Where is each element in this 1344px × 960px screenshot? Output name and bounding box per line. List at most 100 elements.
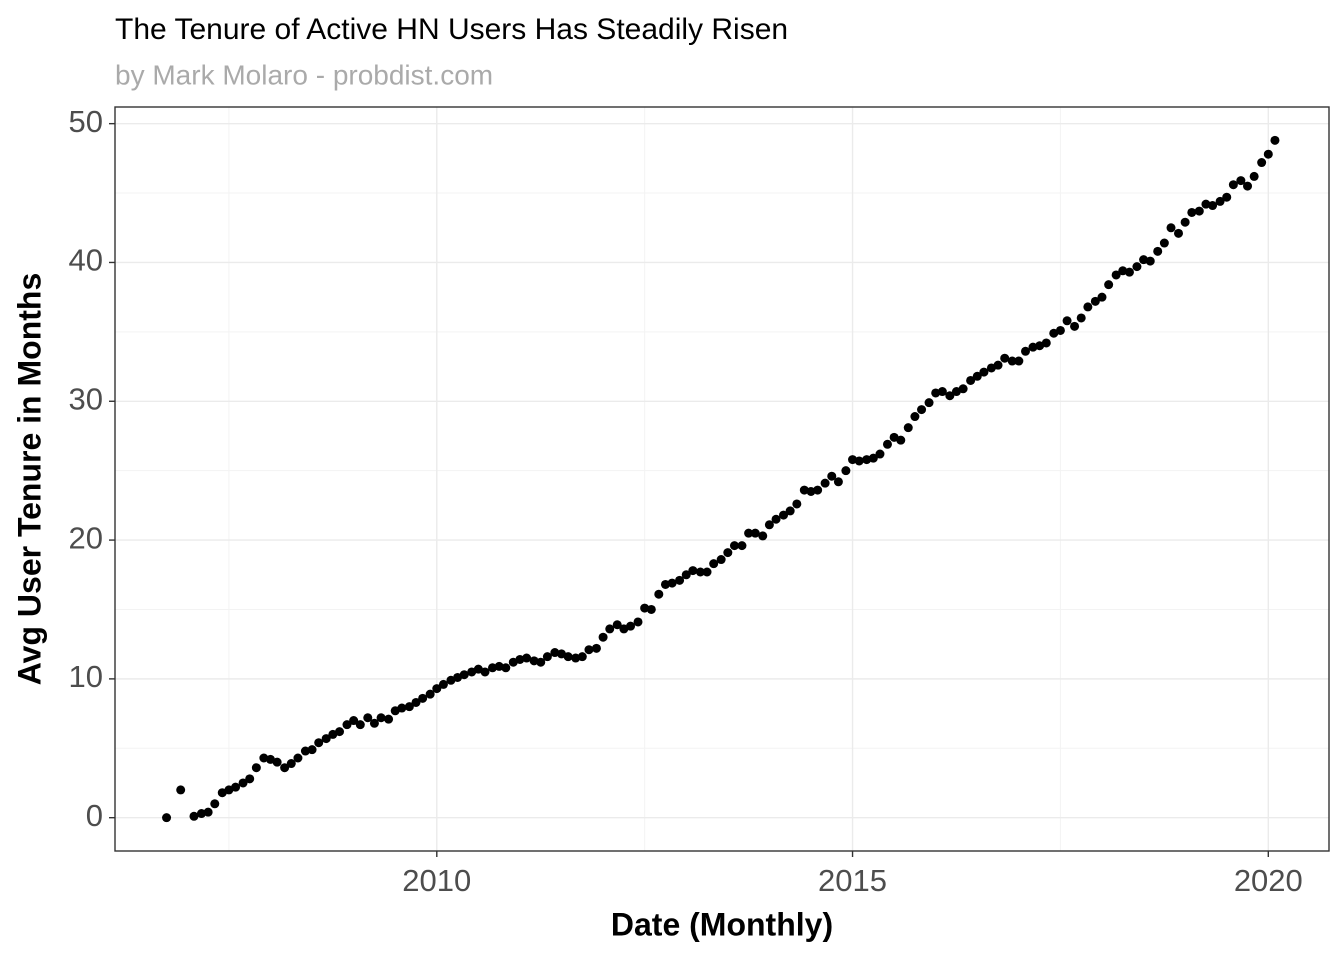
point (917, 405, 927, 415)
point (1249, 171, 1259, 181)
point (993, 360, 1003, 370)
point (924, 398, 934, 408)
point (1173, 228, 1183, 238)
point (1062, 316, 1072, 326)
y-tick-label: 10 (69, 659, 103, 694)
point (231, 782, 241, 792)
point (833, 477, 843, 487)
point (750, 528, 760, 538)
point (827, 471, 837, 481)
point (307, 745, 317, 755)
point (675, 575, 685, 585)
point (779, 510, 789, 520)
point (626, 621, 636, 631)
point (1194, 206, 1204, 216)
point (758, 531, 768, 541)
point (542, 652, 552, 662)
y-tick-label: 0 (86, 798, 103, 833)
point (522, 653, 532, 663)
point (432, 684, 442, 694)
point (792, 499, 802, 509)
point (688, 566, 698, 576)
point (425, 689, 435, 699)
point (979, 367, 989, 377)
point (584, 645, 594, 655)
x-tick-label: 2020 (1234, 863, 1303, 898)
point (1132, 262, 1142, 272)
point (342, 720, 352, 730)
point (459, 670, 469, 680)
plot-border (114, 106, 1330, 852)
point (771, 514, 781, 524)
point (1070, 321, 1080, 331)
point (1270, 135, 1280, 145)
point (577, 652, 587, 662)
point (1014, 356, 1024, 366)
point (972, 371, 982, 381)
point (1159, 238, 1169, 248)
point (882, 439, 892, 449)
point (349, 716, 359, 726)
point (1222, 192, 1232, 202)
point (1187, 207, 1197, 217)
y-tick-label: 20 (69, 520, 103, 555)
point (355, 720, 365, 730)
point (1236, 176, 1246, 186)
point (293, 753, 303, 763)
point (397, 703, 407, 713)
point (369, 718, 379, 728)
point (966, 375, 976, 385)
point (709, 559, 719, 569)
x-tick-label: 2010 (402, 863, 471, 898)
point (1083, 302, 1093, 312)
chart-subtitle: by Mark Molaro - probdist.com (115, 59, 493, 90)
y-tick-label: 40 (69, 243, 103, 278)
point (321, 734, 331, 744)
point (591, 643, 601, 653)
point (1021, 346, 1030, 356)
point (210, 799, 220, 809)
point (646, 604, 656, 614)
point (737, 541, 747, 551)
point (1104, 280, 1114, 290)
point (418, 693, 428, 703)
point (695, 567, 705, 577)
point (536, 657, 546, 667)
point (729, 541, 739, 551)
point (785, 506, 795, 516)
point (598, 632, 608, 642)
point (1055, 325, 1065, 335)
point (280, 763, 290, 773)
point (1208, 201, 1218, 211)
point (1041, 338, 1051, 348)
point (654, 589, 664, 599)
point (411, 697, 421, 707)
point (376, 713, 386, 723)
point (480, 667, 490, 677)
point (937, 387, 947, 397)
point (1097, 292, 1107, 302)
point (438, 679, 448, 689)
point (667, 578, 677, 588)
point (1257, 158, 1267, 168)
point (404, 702, 414, 712)
point (744, 528, 754, 538)
point (1153, 246, 1163, 256)
point (868, 453, 878, 463)
x-tick-label: 2015 (818, 863, 887, 898)
point (176, 785, 186, 795)
y-axis-title: Avg User Tenure in Months (11, 273, 47, 685)
point (1145, 256, 1155, 266)
point (945, 391, 955, 401)
point (910, 412, 920, 422)
point (363, 713, 373, 723)
point (723, 548, 733, 558)
point (245, 774, 255, 784)
point (854, 456, 864, 466)
point (501, 663, 511, 673)
point (958, 384, 968, 394)
point (314, 738, 324, 748)
point (875, 449, 885, 459)
point (764, 520, 774, 530)
